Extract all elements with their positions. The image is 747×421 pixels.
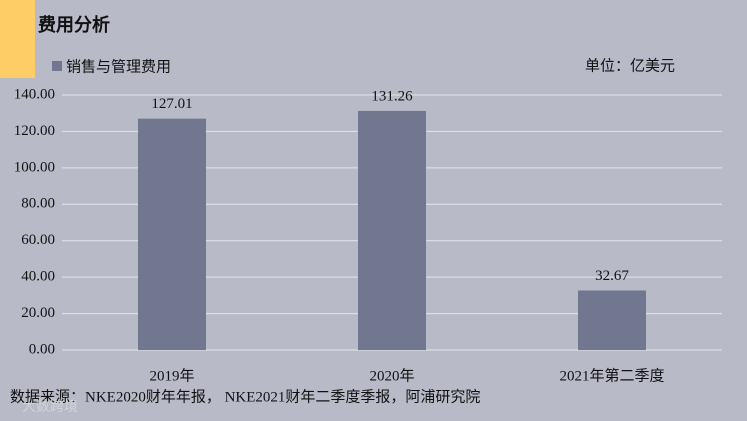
accent-block: [0, 0, 35, 78]
y-tick-label: 0.00: [29, 341, 55, 357]
x-tick-label: 2021年第二季度: [559, 366, 664, 384]
legend-label: 销售与管理费用: [66, 58, 171, 76]
watermark: 大数跨境: [22, 399, 78, 415]
chart-title: 费用分析: [38, 14, 110, 36]
y-tick-label: 20.00: [21, 305, 55, 321]
y-tick-label: 60.00: [21, 232, 55, 248]
x-tick-label: 2019年: [149, 367, 194, 384]
source-note: 数据来源：NKE2020财年年报， NKE2021财年二季度季报，阿浦研究院: [10, 387, 480, 405]
x-tick-label: 2020年: [369, 367, 414, 384]
y-tick-label: 40.00: [21, 269, 55, 285]
bar: [358, 110, 426, 351]
unit-label: 单位：亿美元: [585, 57, 675, 75]
y-tick-label: 120.00: [14, 123, 55, 139]
value-label: 127.01: [151, 96, 192, 112]
bar: [138, 118, 206, 350]
value-label: 32.67: [595, 268, 629, 284]
bar: [578, 290, 646, 350]
y-tick-label: 140.00: [14, 86, 55, 102]
y-tick-label: 100.00: [14, 159, 55, 175]
legend-swatch: [52, 61, 62, 71]
value-label: 131.26: [371, 88, 413, 104]
y-tick-label: 80.00: [21, 196, 55, 212]
